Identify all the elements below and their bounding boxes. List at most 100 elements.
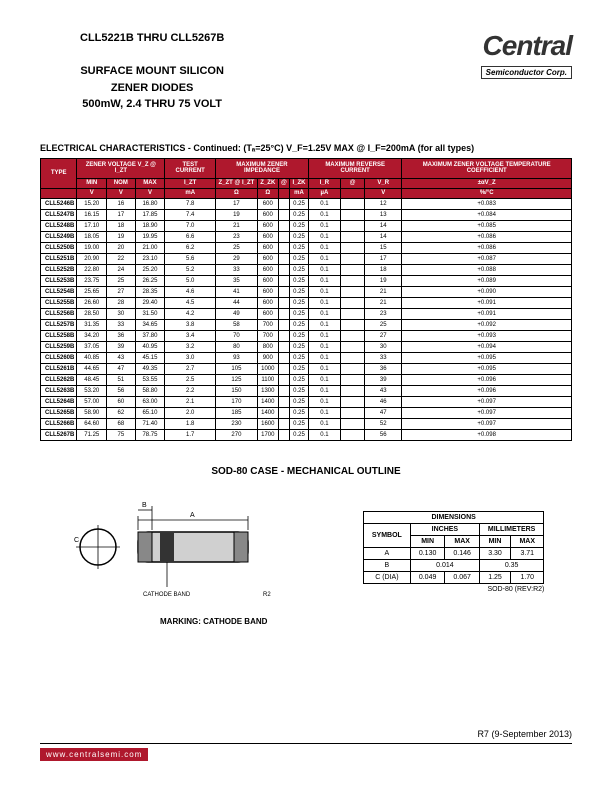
- table-cell: 0.25: [290, 198, 309, 209]
- table-cell: 18: [107, 220, 135, 231]
- table-cell: 12: [365, 198, 402, 209]
- table-cell: 34.65: [135, 319, 165, 330]
- table-cell: 5.6: [165, 253, 216, 264]
- table-cell: 800: [257, 341, 278, 352]
- table-cell: 47: [365, 407, 402, 418]
- table-cell: [340, 253, 364, 264]
- table-cell: 1700: [257, 429, 278, 440]
- table-cell: 56: [365, 429, 402, 440]
- table-cell: 30: [365, 341, 402, 352]
- table-cell: 14: [365, 231, 402, 242]
- table-cell: 17: [107, 209, 135, 220]
- table-cell: [340, 418, 364, 429]
- table-cell: 62: [107, 407, 135, 418]
- table-cell: +0.096: [402, 385, 572, 396]
- h-izk: I_ZK: [290, 178, 309, 188]
- table-cell: [278, 275, 289, 286]
- table-cell: 51: [107, 374, 135, 385]
- table-cell: 1400: [257, 396, 278, 407]
- table-cell: +0.097: [402, 396, 572, 407]
- table-cell: 68: [107, 418, 135, 429]
- table-cell: 7.8: [165, 198, 216, 209]
- table-cell: 23.10: [135, 253, 165, 264]
- svg-text:C: C: [74, 537, 79, 544]
- table-cell: 19.95: [135, 231, 165, 242]
- table-cell: +0.095: [402, 352, 572, 363]
- table-cell: 4.2: [165, 308, 216, 319]
- elec-thead: TYPE ZENER VOLTAGE V_Z @ I_ZT TEST CURRE…: [41, 158, 572, 198]
- table-cell: 17.10: [77, 220, 107, 231]
- table-cell: +0.097: [402, 418, 572, 429]
- table-cell: 170: [216, 396, 258, 407]
- table-cell: +0.097: [402, 407, 572, 418]
- table-cell: [278, 198, 289, 209]
- table-cell: CLL5256B: [41, 308, 77, 319]
- table-cell: +0.091: [402, 308, 572, 319]
- table-cell: +0.092: [402, 319, 572, 330]
- table-cell: [278, 286, 289, 297]
- table-cell: 0.1: [308, 374, 340, 385]
- table-row: CLL5263B53.205658.802.215013000.250.143+…: [41, 385, 572, 396]
- u-b1: [278, 188, 289, 198]
- table-cell: 17: [216, 198, 258, 209]
- table-row: C (DIA)0.0490.0671.251.70: [363, 571, 543, 583]
- h-ir: I_R: [308, 178, 340, 188]
- table-cell: 23: [216, 231, 258, 242]
- table-cell: 185: [216, 407, 258, 418]
- sod-title: SOD-80 CASE - MECHANICAL OUTLINE: [40, 466, 572, 477]
- table-cell: CLL5249B: [41, 231, 77, 242]
- table-cell: 0.25: [290, 396, 309, 407]
- table-cell: 75: [107, 429, 135, 440]
- table-cell: [340, 407, 364, 418]
- table-cell: 0.25: [290, 297, 309, 308]
- h-nom: NOM: [107, 178, 135, 188]
- table-cell: 6.2: [165, 242, 216, 253]
- table-cell: 600: [257, 286, 278, 297]
- table-cell: 16: [107, 198, 135, 209]
- table-cell: 25: [107, 275, 135, 286]
- table-cell: 0.1: [308, 352, 340, 363]
- table-cell: 0.1: [308, 385, 340, 396]
- table-cell: 0.146: [445, 547, 480, 559]
- title-line4: 500mW, 2.4 THRU 75 VOLT: [80, 96, 224, 113]
- table-cell: 900: [257, 352, 278, 363]
- table-cell: 1.7: [165, 429, 216, 440]
- u-v4: V: [365, 188, 402, 198]
- table-cell: A: [363, 547, 410, 559]
- table-row: CLL5254B25.652728.354.6416000.250.121+0.…: [41, 286, 572, 297]
- title-line1: CLL5221B THRU CLL5267B: [80, 30, 224, 47]
- table-cell: 25: [365, 319, 402, 330]
- table-cell: +0.088: [402, 264, 572, 275]
- footer-rev: R7 (9-September 2013): [477, 729, 572, 739]
- table-cell: 71.40: [135, 418, 165, 429]
- table-cell: 46: [365, 396, 402, 407]
- dh-min1: MIN: [410, 535, 445, 547]
- table-cell: 64.60: [77, 418, 107, 429]
- table-cell: C (DIA): [363, 571, 410, 583]
- dim-table-wrap: DIMENSIONS SYMBOL INCHES MILLIMETERS MIN…: [363, 511, 544, 593]
- table-cell: 3.0: [165, 352, 216, 363]
- table-cell: 47: [107, 363, 135, 374]
- table-cell: 0.25: [290, 385, 309, 396]
- table-cell: 0.1: [308, 286, 340, 297]
- table-cell: [340, 396, 364, 407]
- table-cell: 7.0: [165, 220, 216, 231]
- dim-title: DIMENSIONS: [363, 511, 543, 523]
- table-cell: 39: [365, 374, 402, 385]
- table-cell: +0.086: [402, 231, 572, 242]
- logo-main: Central: [481, 30, 572, 62]
- table-cell: 700: [257, 330, 278, 341]
- table-cell: 0.25: [290, 341, 309, 352]
- h-rev: MAXIMUM REVERSE CURRENT: [308, 158, 401, 178]
- table-cell: 26.25: [135, 275, 165, 286]
- table-cell: 0.1: [308, 198, 340, 209]
- table-cell: CLL5267B: [41, 429, 77, 440]
- table-cell: CLL5247B: [41, 209, 77, 220]
- table-cell: 33: [107, 319, 135, 330]
- title-line2: SURFACE MOUNT SILICON: [80, 63, 224, 80]
- table-cell: +0.086: [402, 242, 572, 253]
- table-cell: 28: [107, 297, 135, 308]
- u-ohm1: Ω: [216, 188, 258, 198]
- table-cell: 28.35: [135, 286, 165, 297]
- table-cell: 22.80: [77, 264, 107, 275]
